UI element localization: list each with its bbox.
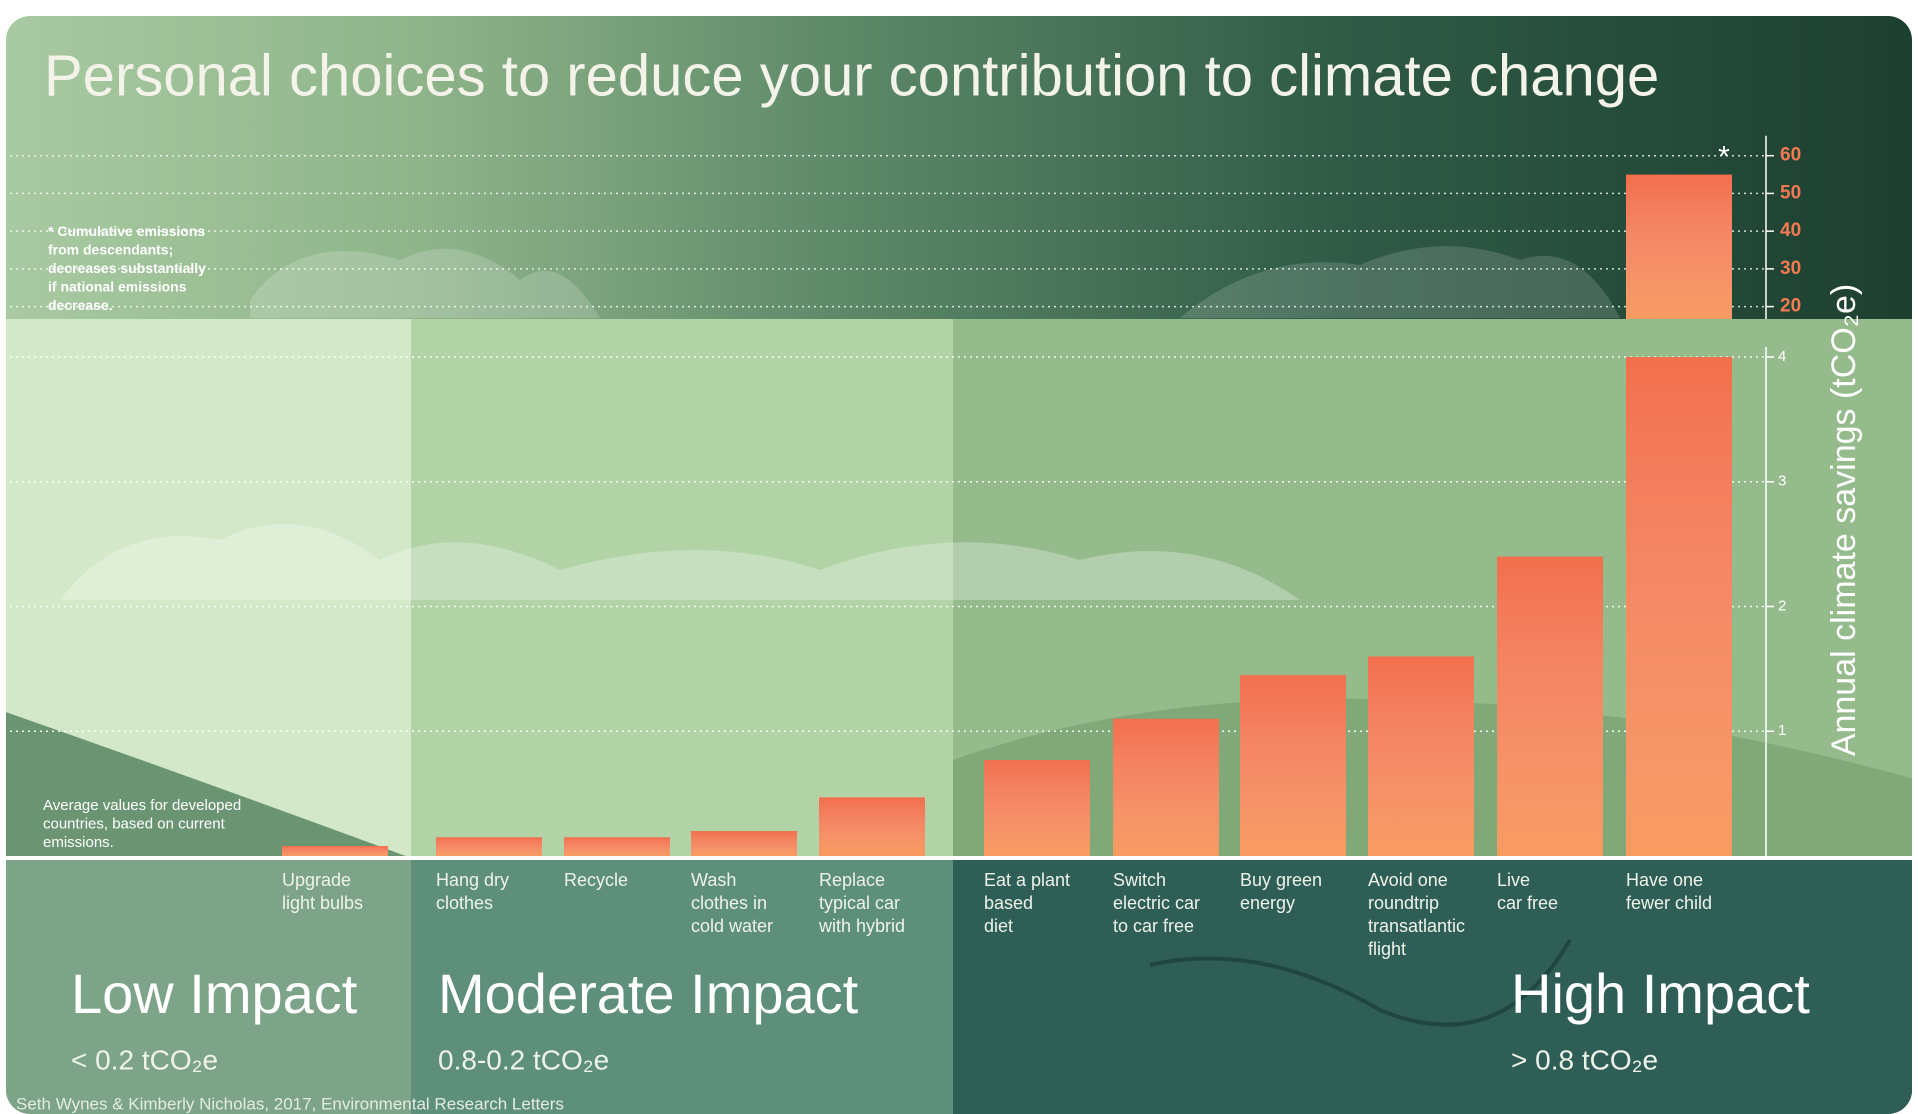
y-tick-label: 3 — [1778, 473, 1786, 490]
bar-shade — [564, 837, 670, 856]
y-tick-label: 4 — [1778, 348, 1786, 365]
group-name: Moderate Impact — [438, 962, 859, 1025]
y-tick-label: 60 — [1780, 145, 1801, 166]
source: Seth Wynes & Kimberly Nicholas, 2017, En… — [16, 1094, 564, 1113]
group-range: > 0.8 tCO₂e — [1511, 1044, 1658, 1075]
y-axis-title: Annual climate savings (tCO₂e) — [1825, 284, 1863, 756]
bar-shade — [1626, 175, 1732, 319]
bar-shade — [984, 760, 1090, 856]
bar-shade — [1368, 656, 1474, 856]
group-name: High Impact — [1511, 962, 1810, 1025]
chart-title: Personal choices to reduce your contribu… — [44, 43, 1659, 108]
annotation-star: * — [1718, 140, 1730, 173]
group-range: < 0.2 tCO₂e — [71, 1044, 218, 1075]
y-tick-label: 50 — [1780, 182, 1801, 203]
bar-shade — [1113, 719, 1219, 856]
y-tick-label: 1 — [1778, 722, 1786, 739]
y-tick-label: 30 — [1780, 258, 1801, 279]
bar-shade — [691, 831, 797, 856]
bar-shade — [282, 846, 388, 856]
y-tick-label: 2 — [1778, 597, 1786, 614]
page: {"chart_data": { "type": "bar", "title":… — [0, 0, 1918, 1114]
y-tick-label: 40 — [1780, 220, 1801, 241]
bar-shade — [819, 797, 925, 856]
bar-shade — [436, 837, 542, 856]
y-tick-label: 20 — [1780, 296, 1801, 317]
bar-shade — [1240, 675, 1346, 856]
group-name: Low Impact — [71, 962, 358, 1025]
chart: Personal choices to reduce your contribu… — [0, 0, 1918, 1114]
x-tick-label: Recycle — [564, 870, 628, 890]
bar-shade — [1626, 357, 1732, 856]
bar-shade — [1497, 557, 1603, 856]
group-range: 0.8-0.2 tCO₂e — [438, 1044, 609, 1075]
